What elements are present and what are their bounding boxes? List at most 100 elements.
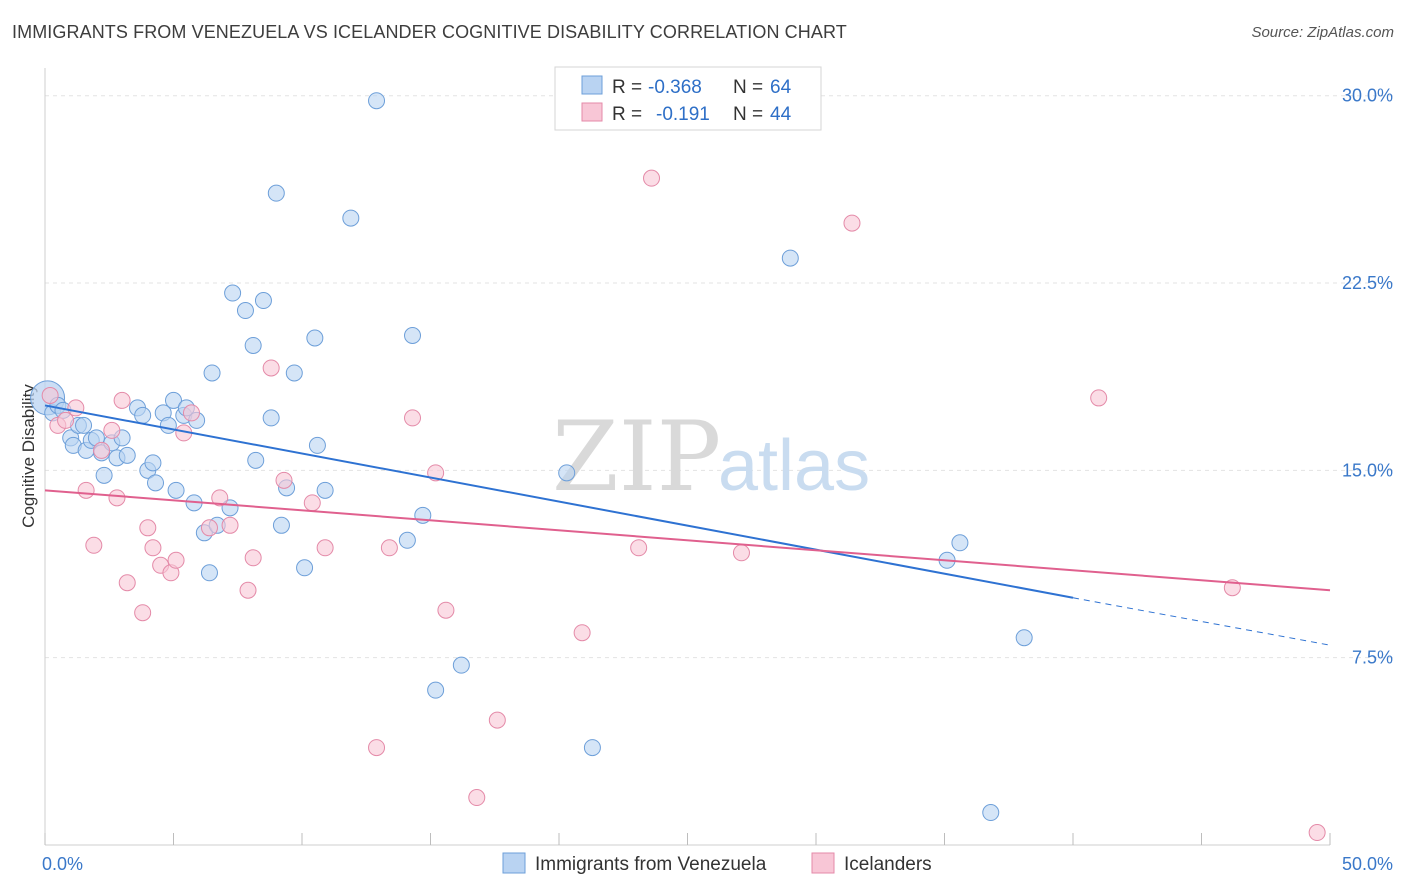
point-icelanders-10 [118, 574, 136, 592]
point-venezuela-45 [296, 559, 314, 577]
point-icelanders-5 [85, 536, 103, 554]
point-icelanders-40 [1090, 389, 1108, 407]
point-venezuela-36 [236, 302, 254, 320]
point-venezuela-60 [951, 534, 969, 552]
point-icelanders-20 [211, 489, 229, 507]
point-icelanders-22 [239, 581, 257, 599]
legend-n-label-1: N = [733, 77, 763, 98]
point-venezuela-12 [95, 466, 113, 484]
point-icelanders-35 [573, 624, 591, 642]
point-venezuela-7 [75, 416, 93, 434]
point-venezuela-37 [244, 336, 262, 354]
point-venezuela-23 [159, 416, 177, 434]
point-venezuela-51 [398, 531, 416, 549]
point-icelanders-28 [368, 739, 386, 757]
legend-r-value-1: -0.368 [648, 77, 702, 98]
point-icelanders-18 [182, 404, 200, 422]
legend-r-label-1: R = [612, 77, 642, 98]
point-venezuela-24 [165, 391, 182, 409]
point-venezuela-35 [224, 284, 242, 302]
bottom-legend-label-venezuela: Immigrants from Venezuela [535, 854, 767, 875]
point-icelanders-37 [643, 169, 661, 187]
point-icelanders-30 [404, 409, 422, 427]
point-venezuela-40 [262, 409, 280, 427]
point-icelanders-13 [144, 539, 162, 557]
trend-line-venezuela [44, 404, 1074, 599]
point-venezuela-31 [200, 564, 218, 582]
legend-n-value-2: 44 [770, 104, 792, 125]
point-icelanders-21 [221, 516, 239, 534]
point-venezuela-20 [144, 454, 162, 472]
point-icelanders-6 [93, 441, 111, 459]
point-icelanders-39 [843, 214, 861, 232]
chart-title: IMMIGRANTS FROM VENEZUELA VS ICELANDER C… [12, 22, 847, 42]
point-icelanders-12 [139, 519, 157, 537]
point-venezuela-18 [134, 406, 152, 424]
data-points [30, 92, 1326, 842]
point-venezuela-44 [285, 364, 303, 382]
point-venezuela-52 [404, 326, 422, 344]
point-icelanders-8 [108, 489, 126, 507]
point-venezuela-55 [452, 656, 470, 674]
tick-labels: 7.5% 15.0% 22.5% 30.0% 0.0% 50.0% [42, 86, 1393, 874]
point-icelanders-27 [316, 539, 334, 557]
point-venezuela-39 [254, 292, 272, 310]
point-venezuela-57 [583, 739, 601, 757]
point-icelanders-42 [1308, 824, 1326, 842]
legend-n-label-2: N = [733, 104, 763, 125]
point-venezuela-46 [306, 329, 324, 347]
point-icelanders-9 [113, 391, 131, 409]
trend-lines [44, 404, 1331, 646]
point-icelanders-34 [468, 789, 486, 807]
point-icelanders-33 [488, 711, 506, 729]
trend-line-venezuela-extension [1072, 597, 1331, 646]
point-icelanders-24 [262, 359, 280, 377]
point-icelanders-26 [303, 494, 321, 512]
bottom-legend-swatch-pink [811, 852, 835, 874]
bottom-legend-swatch-blue [502, 852, 526, 874]
point-icelanders-2 [57, 411, 75, 429]
trend-line-icelanders [44, 489, 1331, 592]
x-tick-label-0: 0.0% [42, 854, 83, 874]
point-icelanders-32 [437, 601, 455, 619]
point-venezuela-58 [781, 249, 799, 267]
y-tick-label-2: 22.5% [1342, 273, 1393, 293]
correlation-legend: R = -0.368 N = 64 R = -0.191 N = 44 [554, 66, 822, 131]
watermark-atlas: atlas [718, 426, 870, 506]
y-tick-label-3: 30.0% [1342, 86, 1393, 106]
point-icelanders-3 [67, 399, 85, 417]
point-icelanders-4 [77, 481, 95, 499]
point-icelanders-19 [200, 519, 218, 537]
point-icelanders-7 [103, 421, 121, 439]
point-icelanders-25 [275, 471, 293, 489]
point-venezuela-49 [342, 209, 360, 227]
point-icelanders-38 [732, 544, 750, 562]
source-label: Source: ZipAtlas.com [1251, 24, 1394, 41]
legend-r-label-2: R = [612, 104, 642, 125]
point-icelanders-23 [244, 549, 262, 567]
y-tick-label-0: 7.5% [1352, 648, 1393, 668]
point-venezuela-62 [982, 804, 1000, 822]
axes [44, 68, 1331, 846]
point-venezuela-25 [167, 481, 185, 499]
watermark-zip: ZIP [552, 401, 721, 513]
point-venezuela-50 [368, 92, 386, 110]
point-icelanders-11 [134, 604, 152, 622]
legend-swatch-pink [581, 102, 603, 122]
x-tick-label-1: 50.0% [1342, 854, 1393, 874]
y-axis-title: Cognitive Disability [19, 384, 38, 528]
point-venezuela-21 [147, 474, 165, 492]
point-venezuela-48 [316, 481, 334, 499]
legend-swatch-blue [581, 75, 603, 95]
bottom-legend-label-icelanders: Icelanders [844, 854, 932, 875]
point-venezuela-42 [272, 516, 290, 534]
point-venezuela-47 [308, 436, 326, 454]
series-legend: Immigrants from Venezuela Icelanders [502, 852, 932, 875]
point-icelanders-16 [167, 551, 185, 569]
point-venezuela-61 [1015, 629, 1033, 647]
legend-n-value-1: 64 [770, 77, 792, 98]
point-icelanders-0 [41, 386, 59, 404]
point-venezuela-38 [247, 451, 265, 469]
grid-lines [45, 95, 1395, 659]
point-venezuela-41 [267, 184, 285, 202]
